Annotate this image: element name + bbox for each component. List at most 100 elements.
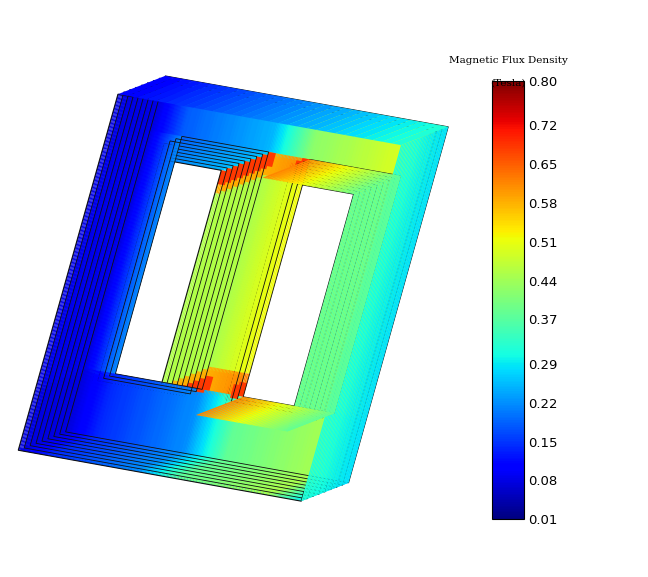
Polygon shape xyxy=(86,147,154,385)
Polygon shape xyxy=(292,102,308,156)
Polygon shape xyxy=(286,117,305,173)
Polygon shape xyxy=(238,373,246,396)
Polygon shape xyxy=(256,409,277,474)
Polygon shape xyxy=(202,99,220,154)
Polygon shape xyxy=(155,394,166,409)
Polygon shape xyxy=(183,190,238,382)
Polygon shape xyxy=(57,380,76,444)
Polygon shape xyxy=(328,108,346,163)
Polygon shape xyxy=(201,402,220,467)
Polygon shape xyxy=(180,386,188,409)
Polygon shape xyxy=(298,119,317,175)
Polygon shape xyxy=(323,121,341,175)
Polygon shape xyxy=(213,94,232,149)
Polygon shape xyxy=(102,134,169,372)
Polygon shape xyxy=(337,179,405,417)
Polygon shape xyxy=(130,380,150,444)
Polygon shape xyxy=(72,383,91,447)
Polygon shape xyxy=(129,385,179,403)
Polygon shape xyxy=(296,430,315,494)
Polygon shape xyxy=(272,125,290,180)
Polygon shape xyxy=(248,166,255,189)
Polygon shape xyxy=(97,379,147,398)
Polygon shape xyxy=(76,394,97,458)
Polygon shape xyxy=(382,138,398,193)
Polygon shape xyxy=(251,407,301,425)
Polygon shape xyxy=(341,174,392,193)
Polygon shape xyxy=(268,121,286,176)
Polygon shape xyxy=(137,91,154,145)
Polygon shape xyxy=(257,429,278,494)
Polygon shape xyxy=(148,79,165,134)
Polygon shape xyxy=(238,164,246,188)
Polygon shape xyxy=(314,122,332,177)
Polygon shape xyxy=(227,178,283,370)
Polygon shape xyxy=(266,173,274,196)
Polygon shape xyxy=(198,392,217,456)
Polygon shape xyxy=(209,421,229,485)
Polygon shape xyxy=(145,88,162,144)
Polygon shape xyxy=(134,397,156,462)
Polygon shape xyxy=(373,136,389,191)
Polygon shape xyxy=(157,141,208,159)
Polygon shape xyxy=(251,118,267,173)
Polygon shape xyxy=(258,115,275,170)
Polygon shape xyxy=(347,128,365,183)
Polygon shape xyxy=(60,374,79,438)
Polygon shape xyxy=(365,118,383,173)
Polygon shape xyxy=(71,374,121,393)
Polygon shape xyxy=(205,96,223,151)
Polygon shape xyxy=(367,135,383,190)
Polygon shape xyxy=(194,192,249,384)
Polygon shape xyxy=(163,387,171,410)
Polygon shape xyxy=(236,179,291,372)
Polygon shape xyxy=(128,92,145,147)
Polygon shape xyxy=(172,397,191,462)
Polygon shape xyxy=(233,376,241,399)
Polygon shape xyxy=(333,189,400,426)
Polygon shape xyxy=(290,415,310,479)
Polygon shape xyxy=(234,118,250,173)
Polygon shape xyxy=(174,84,191,138)
Polygon shape xyxy=(187,410,206,474)
Polygon shape xyxy=(299,196,367,434)
Polygon shape xyxy=(200,187,255,379)
Polygon shape xyxy=(355,113,374,168)
Polygon shape xyxy=(345,128,446,484)
Polygon shape xyxy=(194,379,202,402)
Polygon shape xyxy=(353,122,371,178)
Polygon shape xyxy=(212,401,231,465)
Polygon shape xyxy=(218,399,237,463)
Polygon shape xyxy=(281,420,302,485)
Polygon shape xyxy=(268,408,289,472)
Polygon shape xyxy=(364,181,432,419)
Polygon shape xyxy=(272,422,293,486)
Polygon shape xyxy=(216,108,234,163)
Polygon shape xyxy=(252,118,268,173)
Polygon shape xyxy=(184,399,203,463)
Polygon shape xyxy=(322,190,389,428)
Polygon shape xyxy=(124,95,140,149)
Polygon shape xyxy=(224,381,232,404)
Polygon shape xyxy=(422,125,439,180)
Polygon shape xyxy=(391,133,408,188)
Polygon shape xyxy=(228,93,246,148)
Polygon shape xyxy=(312,185,380,423)
Polygon shape xyxy=(184,403,203,467)
Polygon shape xyxy=(260,96,278,151)
Polygon shape xyxy=(62,144,130,381)
Polygon shape xyxy=(243,119,260,174)
Polygon shape xyxy=(170,403,189,468)
Polygon shape xyxy=(214,422,235,486)
Polygon shape xyxy=(334,193,401,430)
Polygon shape xyxy=(35,389,54,454)
Polygon shape xyxy=(281,412,332,431)
Polygon shape xyxy=(163,105,181,160)
Polygon shape xyxy=(226,410,247,475)
Polygon shape xyxy=(384,132,400,186)
Polygon shape xyxy=(250,111,267,166)
Polygon shape xyxy=(182,197,237,389)
Polygon shape xyxy=(312,140,413,497)
Polygon shape xyxy=(219,376,227,399)
Polygon shape xyxy=(351,175,401,194)
